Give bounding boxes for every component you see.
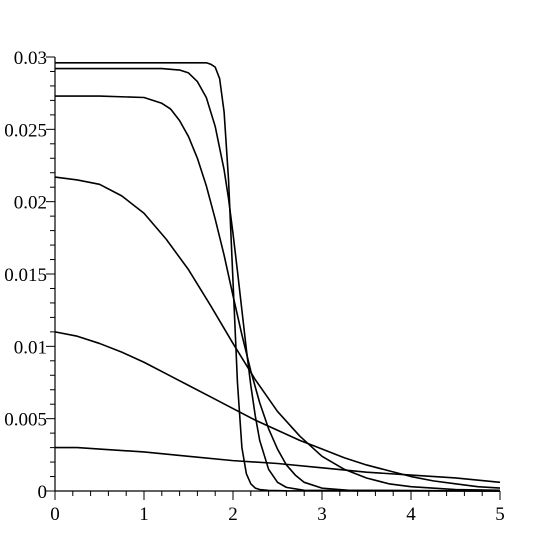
chart-series-group <box>54 61 501 492</box>
chart-axes: 0 1 2 3 4 5 0 0.005 0.01 0.015 0.02 0.025 0.03 <box>4 48 505 525</box>
series-line-3 <box>55 95 501 492</box>
y-tick-label: 0.02 <box>14 193 47 214</box>
y-tick-label: 0.03 <box>14 48 47 69</box>
series-line-2 <box>55 67 501 492</box>
y-tick-label: 0.015 <box>4 265 47 286</box>
x-tick-label: 2 <box>228 504 238 525</box>
series-line-5 <box>54 331 501 489</box>
x-tick-label: 3 <box>317 504 327 525</box>
x-tick-label: 1 <box>139 504 149 525</box>
y-tick-label: 0.005 <box>4 410 47 431</box>
y-tick-label: 0 <box>38 482 48 503</box>
series-line-1 <box>55 61 501 492</box>
x-tick-label: 0 <box>50 504 60 525</box>
y-tick-label: 0.01 <box>14 337 47 358</box>
series-line-6 <box>55 446 501 484</box>
x-tick-label: 4 <box>406 504 416 525</box>
y-tick-label: 0.025 <box>4 120 47 141</box>
x-tick-label: 5 <box>495 504 505 525</box>
series-line-4 <box>54 176 501 492</box>
